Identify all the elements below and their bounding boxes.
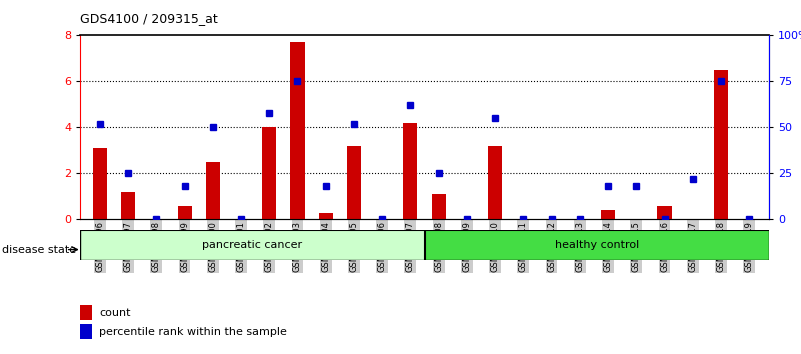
Bar (658, 206, 671, 219)
Bar (432, 194, 445, 219)
Bar (291, 42, 304, 219)
Bar (262, 127, 276, 219)
Text: percentile rank within the sample: percentile rank within the sample (99, 327, 288, 337)
Bar (178, 206, 191, 219)
Bar (404, 123, 417, 219)
Bar (80, 305, 92, 320)
Text: pancreatic cancer: pancreatic cancer (202, 240, 303, 250)
Bar (601, 210, 615, 219)
Bar (425, 230, 769, 260)
Text: disease state: disease state (2, 245, 77, 255)
Bar (80, 230, 425, 260)
Bar (80, 324, 92, 339)
Bar (714, 70, 728, 219)
Text: GDS4100 / 209315_at: GDS4100 / 209315_at (80, 12, 218, 25)
Bar (121, 192, 135, 219)
Bar (319, 212, 332, 219)
Bar (206, 162, 219, 219)
Bar (488, 146, 502, 219)
Text: healthy control: healthy control (554, 240, 639, 250)
Bar (93, 148, 107, 219)
Bar (347, 146, 361, 219)
Text: count: count (99, 308, 131, 318)
